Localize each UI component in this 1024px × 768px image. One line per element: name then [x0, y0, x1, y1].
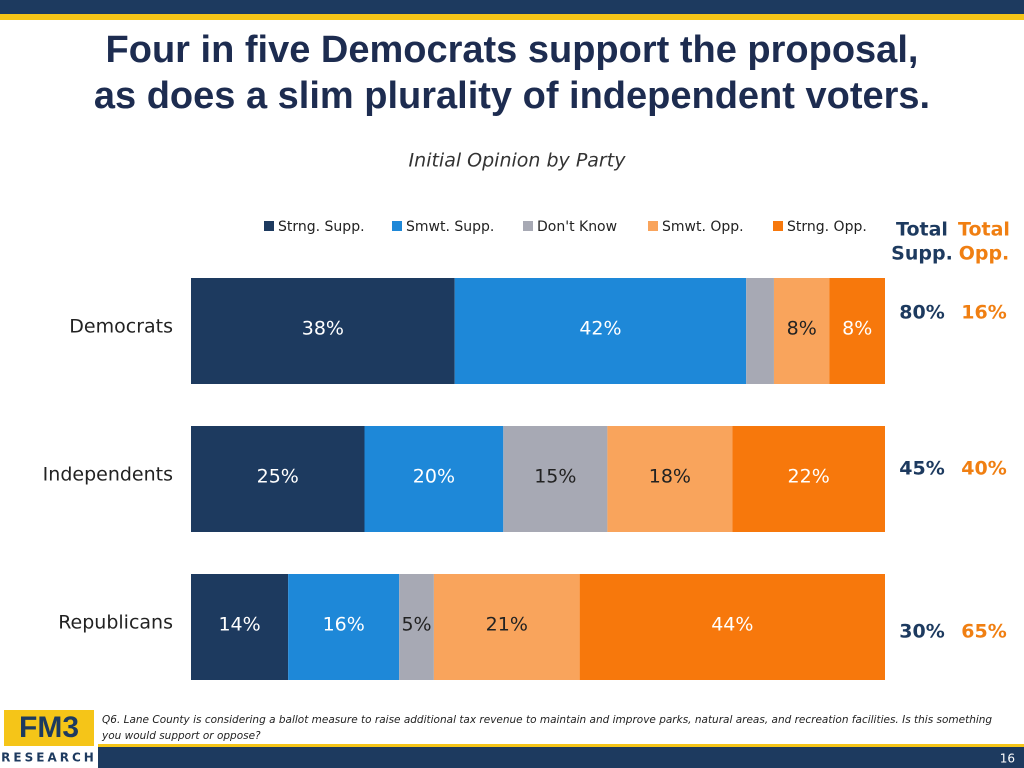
totals-value: 65%	[961, 621, 1006, 643]
totals-value: 45%	[899, 458, 944, 480]
data-label: 44%	[711, 614, 753, 636]
bar-segment	[773, 278, 830, 384]
legend-label: Don't Know	[537, 219, 617, 235]
totals-header: Total	[958, 219, 1010, 241]
footnote: Q6. Lane County is considering a ballot …	[102, 714, 993, 742]
totals-value: 40%	[961, 458, 1006, 480]
legend-label: Strng. Opp.	[787, 219, 867, 235]
bar-segment	[399, 574, 434, 680]
data-label: 8%	[787, 318, 817, 340]
totals-value: 30%	[899, 621, 944, 643]
totals-header: Total	[896, 219, 948, 241]
page-number: 16	[1000, 752, 1015, 766]
top-stripe	[0, 14, 1024, 20]
bar-segment	[191, 426, 365, 532]
bar-segment	[454, 278, 747, 384]
category-label: Independents	[43, 464, 173, 486]
data-label: 18%	[649, 466, 691, 488]
data-label: 38%	[302, 318, 344, 340]
logo-text: FM3	[19, 711, 79, 744]
legend-label: Strng. Supp.	[278, 219, 365, 235]
legend-swatch	[392, 221, 402, 231]
bar-segment	[579, 574, 885, 680]
bar-segment	[607, 426, 733, 532]
data-label: 20%	[413, 466, 455, 488]
data-label: 5%	[401, 614, 431, 636]
chart-title: Four in five Democrats support the propo…	[106, 29, 919, 71]
data-label: 8%	[842, 318, 872, 340]
bar-segment	[364, 426, 504, 532]
data-label: 42%	[579, 318, 621, 340]
bar-segment	[732, 426, 885, 532]
bar-segment	[433, 574, 580, 680]
data-label: 21%	[486, 614, 528, 636]
footer-stripe	[0, 744, 1024, 747]
bar-segment	[829, 278, 885, 384]
legend-swatch	[773, 221, 783, 231]
data-label: 16%	[323, 614, 365, 636]
totals-value: 80%	[899, 302, 944, 324]
totals-header: Supp.	[891, 243, 953, 265]
legend-swatch	[264, 221, 274, 231]
footer-band	[0, 747, 1024, 768]
data-label: 14%	[218, 614, 260, 636]
data-label: 15%	[534, 466, 576, 488]
totals-value: 16%	[961, 302, 1006, 324]
legend-swatch	[648, 221, 658, 231]
top-band	[0, 0, 1024, 14]
chart-subtitle: Initial Opinion by Party	[409, 150, 627, 172]
logo-box	[4, 710, 94, 746]
bar-segment	[503, 426, 608, 532]
category-label: Republicans	[58, 612, 173, 634]
bar-segment	[746, 278, 774, 384]
category-label: Democrats	[69, 316, 173, 338]
logo-subtext: RESEARCH	[1, 751, 97, 765]
totals-header: Opp.	[959, 243, 1010, 265]
bar-segment	[191, 278, 455, 384]
data-label: 25%	[257, 466, 299, 488]
legend-label: Smwt. Opp.	[662, 219, 744, 235]
legend-label: Smwt. Supp.	[406, 219, 494, 235]
bar-segment	[288, 574, 400, 680]
bar-segment	[191, 574, 289, 680]
chart-title: as does a slim plurality of independent …	[94, 75, 930, 117]
data-label: 22%	[788, 466, 830, 488]
legend-swatch	[523, 221, 533, 231]
